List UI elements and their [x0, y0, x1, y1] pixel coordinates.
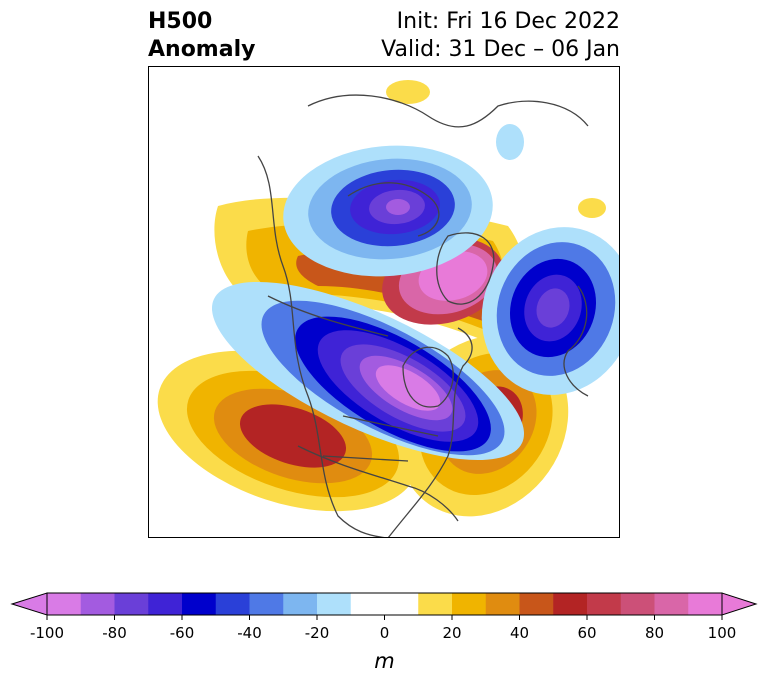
colorbar: -100 -80 -60 -40 -20 0 20 40 60 80 100 m: [0, 582, 768, 682]
colorbar-svg: -100 -80 -60 -40 -20 0 20 40 60 80 100 m: [10, 592, 758, 673]
colorbar-bin: [519, 593, 554, 615]
title-field: Anomaly: [148, 37, 256, 62]
ridge-small-east: [578, 198, 606, 218]
colorbar-bin: [182, 593, 217, 615]
colorbar-bin: [114, 593, 149, 615]
colorbar-bin: [553, 593, 588, 615]
anomaly-map: [148, 66, 620, 538]
colorbar-tick-label: 40: [510, 624, 529, 642]
colorbar-bin: [620, 593, 655, 615]
colorbar-bin: [452, 593, 487, 615]
colorbar-bin: [317, 593, 352, 615]
colorbar-bin: [654, 593, 689, 615]
colorbar-unit-label: m: [374, 649, 394, 673]
colorbar-tick-label: -60: [170, 624, 195, 642]
colorbar-extend-max: [721, 592, 758, 616]
colorbar-tick-label: 100: [708, 624, 737, 642]
colorbar-tick-label: 60: [577, 624, 596, 642]
colorbar-bin: [283, 593, 318, 615]
init-date: Init: Fri 16 Dec 2022: [396, 9, 620, 34]
title-right: Init: Fri 16 Dec 2022 Valid: 31 Dec – 06…: [381, 8, 620, 64]
colorbar-bin: [249, 593, 284, 615]
colorbar-bin: [215, 593, 250, 615]
valid-period: Valid: 31 Dec – 06 Jan: [381, 37, 620, 62]
colorbar-tick-label: 80: [645, 624, 664, 642]
colorbar-bin: [350, 593, 385, 615]
colorbar-tick-label: -40: [237, 624, 262, 642]
colorbar-bin: [80, 593, 115, 615]
title-left: H500 Anomaly: [148, 8, 255, 64]
colorbar-bin: [384, 593, 419, 615]
colorbar-bin: [47, 593, 82, 615]
colorbar-tick-label: 20: [442, 624, 461, 642]
colorbar-bin: [587, 593, 622, 615]
colorbar-tick-label: -20: [305, 624, 330, 642]
colorbar-bin: [148, 593, 183, 615]
colorbar-bin: [485, 593, 520, 615]
trough-siberia: [283, 145, 493, 277]
trough-small-east: [496, 124, 524, 160]
coastlines: [257, 94, 589, 538]
colorbar-tick-label: 0: [380, 624, 390, 642]
trough-north-atlantic: [481, 227, 620, 395]
title-variable: H500: [148, 9, 213, 34]
map-canvas: [148, 66, 620, 538]
colorbar-tick-label: -100: [30, 624, 64, 642]
colorbar-bin: [418, 593, 453, 615]
colorbar-extend-min: [10, 592, 48, 616]
colorbar-bin: [688, 593, 723, 615]
ridge-small-north: [386, 80, 430, 104]
colorbar-tick-label: -80: [102, 624, 127, 642]
